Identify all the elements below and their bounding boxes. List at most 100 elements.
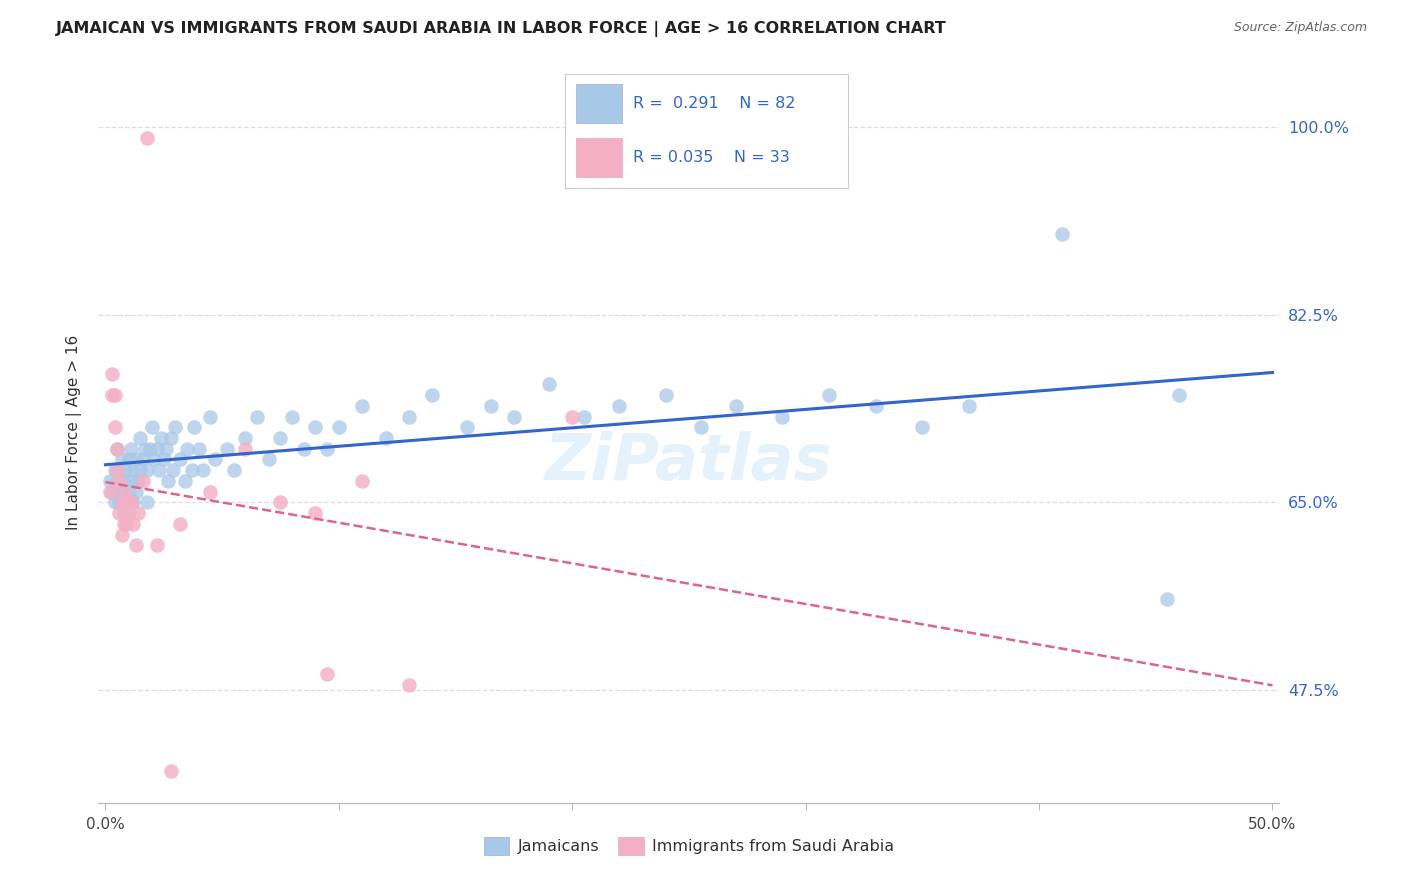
Point bbox=[111, 452, 134, 467]
Point bbox=[148, 463, 170, 477]
Point bbox=[398, 678, 420, 692]
Point bbox=[111, 495, 134, 509]
Point bbox=[112, 516, 135, 531]
Point bbox=[456, 420, 478, 434]
Point bbox=[125, 538, 148, 552]
Point bbox=[957, 399, 980, 413]
Point bbox=[215, 442, 238, 456]
Point bbox=[112, 506, 135, 520]
Point bbox=[127, 506, 149, 520]
Point bbox=[165, 420, 187, 434]
Point bbox=[118, 506, 141, 520]
Point bbox=[180, 463, 202, 477]
Point bbox=[561, 409, 583, 424]
Point bbox=[101, 367, 124, 381]
Point bbox=[118, 452, 141, 467]
Point bbox=[157, 474, 180, 488]
Point bbox=[200, 409, 222, 424]
Point bbox=[352, 399, 374, 413]
Point bbox=[152, 452, 174, 467]
Point bbox=[104, 420, 127, 434]
Point bbox=[108, 463, 131, 477]
Point bbox=[132, 474, 155, 488]
Point bbox=[120, 474, 142, 488]
Point bbox=[159, 431, 181, 445]
Point bbox=[304, 506, 326, 520]
Point bbox=[136, 463, 159, 477]
Point bbox=[537, 377, 560, 392]
Point bbox=[134, 442, 156, 456]
Point bbox=[136, 495, 159, 509]
Point bbox=[108, 506, 131, 520]
Point bbox=[304, 420, 326, 434]
Point bbox=[316, 667, 339, 681]
Point bbox=[98, 474, 121, 488]
Point bbox=[689, 420, 711, 434]
Point bbox=[122, 495, 145, 509]
Point bbox=[169, 516, 191, 531]
Point bbox=[141, 420, 163, 434]
Point bbox=[101, 484, 124, 499]
Point bbox=[105, 442, 128, 456]
Point bbox=[115, 495, 138, 509]
Point bbox=[328, 420, 350, 434]
Point bbox=[159, 764, 181, 778]
Point bbox=[187, 442, 209, 456]
Point bbox=[222, 463, 245, 477]
Point bbox=[911, 420, 934, 434]
Point bbox=[136, 130, 159, 145]
Point bbox=[115, 463, 138, 477]
Point bbox=[173, 474, 195, 488]
Point bbox=[162, 463, 184, 477]
Point bbox=[125, 484, 148, 499]
Text: Source: ZipAtlas.com: Source: ZipAtlas.com bbox=[1233, 21, 1367, 34]
Point bbox=[150, 431, 173, 445]
Point bbox=[607, 399, 630, 413]
Point bbox=[204, 452, 226, 467]
Point bbox=[108, 495, 131, 509]
Point bbox=[818, 388, 841, 402]
Point bbox=[111, 484, 134, 499]
Point bbox=[104, 388, 127, 402]
Point bbox=[104, 463, 127, 477]
Point bbox=[292, 442, 315, 456]
Point bbox=[139, 442, 162, 456]
Point bbox=[125, 452, 148, 467]
Point bbox=[420, 388, 443, 402]
Point bbox=[374, 431, 396, 445]
Point bbox=[115, 516, 138, 531]
Point bbox=[132, 452, 155, 467]
Point bbox=[479, 399, 502, 413]
Point bbox=[246, 409, 269, 424]
Y-axis label: In Labor Force | Age > 16: In Labor Force | Age > 16 bbox=[66, 335, 82, 530]
Point bbox=[1052, 227, 1074, 241]
Point bbox=[155, 442, 177, 456]
Point bbox=[572, 409, 595, 424]
Point bbox=[398, 409, 420, 424]
Point bbox=[183, 420, 205, 434]
Point bbox=[257, 452, 280, 467]
Point bbox=[129, 463, 152, 477]
Point bbox=[235, 442, 257, 456]
Point bbox=[143, 452, 166, 467]
Point bbox=[193, 463, 215, 477]
Legend: Jamaicans, Immigrants from Saudi Arabia: Jamaicans, Immigrants from Saudi Arabia bbox=[478, 830, 900, 862]
Point bbox=[120, 495, 142, 509]
Point bbox=[146, 538, 169, 552]
Point bbox=[127, 474, 149, 488]
Point bbox=[502, 409, 524, 424]
Point bbox=[281, 409, 304, 424]
Point bbox=[104, 495, 127, 509]
Point bbox=[129, 431, 152, 445]
Point bbox=[316, 442, 339, 456]
Point bbox=[724, 399, 747, 413]
Point bbox=[200, 484, 222, 499]
Text: ZiPatlas: ZiPatlas bbox=[546, 431, 832, 493]
Point bbox=[105, 474, 128, 488]
Point bbox=[235, 431, 257, 445]
Point bbox=[1156, 591, 1178, 606]
Point bbox=[105, 442, 128, 456]
Point bbox=[101, 388, 124, 402]
Text: JAMAICAN VS IMMIGRANTS FROM SAUDI ARABIA IN LABOR FORCE | AGE > 16 CORRELATION C: JAMAICAN VS IMMIGRANTS FROM SAUDI ARABIA… bbox=[56, 21, 948, 37]
Point bbox=[176, 442, 198, 456]
